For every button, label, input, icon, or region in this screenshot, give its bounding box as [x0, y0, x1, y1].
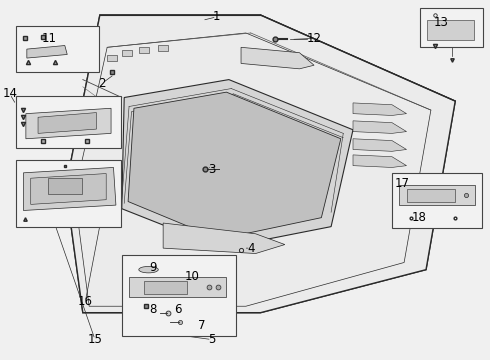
Text: 5: 5	[208, 333, 216, 346]
Text: 3: 3	[208, 163, 216, 176]
Text: 15: 15	[88, 333, 102, 346]
Polygon shape	[129, 277, 226, 297]
Bar	[420, 8, 484, 47]
Text: 6: 6	[174, 303, 181, 316]
Bar	[144, 281, 188, 294]
Polygon shape	[241, 47, 314, 69]
Bar	[16, 160, 121, 226]
Bar	[158, 45, 168, 51]
Polygon shape	[353, 103, 407, 116]
Polygon shape	[353, 155, 407, 167]
Polygon shape	[122, 80, 353, 248]
Text: 10: 10	[185, 270, 200, 283]
Text: 2: 2	[98, 77, 106, 90]
Polygon shape	[31, 174, 106, 204]
Polygon shape	[66, 15, 455, 313]
Text: 11: 11	[41, 32, 56, 45]
Bar	[392, 173, 482, 228]
Text: 13: 13	[433, 16, 448, 29]
Polygon shape	[163, 223, 285, 253]
Text: 8: 8	[150, 303, 157, 316]
Polygon shape	[427, 21, 474, 40]
Bar	[107, 55, 117, 61]
Bar	[48, 178, 82, 194]
Polygon shape	[353, 139, 407, 151]
Ellipse shape	[139, 266, 158, 273]
Polygon shape	[353, 121, 407, 134]
Bar	[16, 96, 121, 148]
Text: 12: 12	[307, 32, 321, 45]
Text: 16: 16	[78, 296, 93, 309]
Polygon shape	[24, 167, 116, 211]
Polygon shape	[26, 108, 111, 139]
Bar	[407, 189, 455, 202]
Bar	[139, 47, 148, 53]
Text: 4: 4	[247, 242, 254, 255]
Text: 7: 7	[198, 319, 206, 332]
Polygon shape	[128, 92, 341, 239]
Polygon shape	[66, 15, 455, 313]
Bar	[122, 255, 236, 336]
Polygon shape	[399, 185, 475, 205]
Text: 9: 9	[149, 261, 157, 274]
Text: 1: 1	[213, 10, 220, 23]
Bar	[122, 50, 131, 55]
Text: 17: 17	[394, 177, 409, 190]
Text: 14: 14	[2, 87, 17, 100]
Text: 18: 18	[411, 211, 426, 224]
Polygon shape	[38, 113, 97, 134]
Bar	[16, 26, 99, 72]
Polygon shape	[27, 45, 67, 58]
